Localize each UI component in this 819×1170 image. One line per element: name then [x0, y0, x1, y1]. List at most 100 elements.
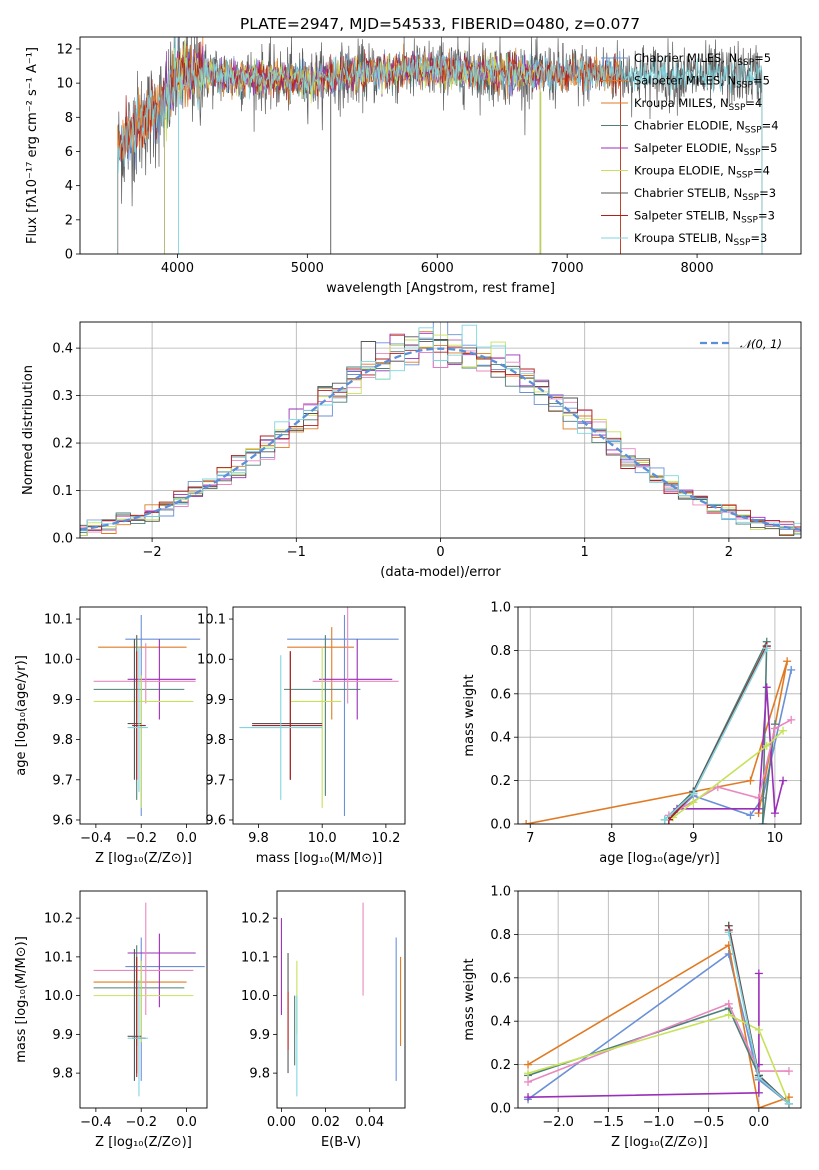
legend-label: Salpeter ELODIE, NSSP=5 [634, 141, 777, 158]
y-tick-label: 4 [65, 179, 73, 194]
chart-weight-vs-age: 7 8 9 10 0.0 0.2 0.4 0.6 0.8 1.0 age [log₁₀(age/yr… [462, 601, 802, 866]
plus-marker [689, 798, 698, 807]
y-tick-label: 9.9 [205, 693, 226, 708]
x-tick-label: 0.04 [355, 1115, 384, 1130]
y-axis-label: mass weight [462, 958, 477, 1040]
legend-subscript: SSP [734, 238, 751, 248]
histogram-series [80, 324, 801, 532]
axes-frame [79, 890, 208, 1109]
figure-title: PLATE=2947, MJD=54533, FIBERID=0480, z=0… [240, 15, 640, 33]
plus-marker [779, 726, 788, 735]
y-tick-label: 10.0 [241, 989, 270, 1004]
chart-age-vs-mass: 9.8 10.0 10.2 9.6 9.7 9.8 9.9 10.0 10.1 mass [log… [197, 606, 406, 866]
legend-subscript: SSP [737, 58, 754, 68]
legend-subscript: SSP [745, 126, 762, 136]
x-tick-label: 0.0 [749, 1115, 770, 1130]
spectrum-series-line [117, 37, 763, 254]
x-tick-label: −1 [287, 545, 306, 560]
legend-subscript: SSP [729, 103, 746, 113]
weight-series-line [527, 1002, 789, 1083]
plus-marker [784, 1067, 793, 1076]
plus-marker [754, 793, 763, 802]
x-axis-label: E(B-V) [321, 1135, 361, 1150]
y-tick-label: 6 [65, 145, 73, 160]
y-tick-label: 9.6 [52, 813, 73, 828]
x-tick-label: 6000 [421, 261, 454, 276]
y-tick-label: 8 [65, 111, 73, 126]
x-tick-label: 0 [436, 545, 444, 560]
y-tick-label: 10.2 [241, 912, 270, 927]
x-tick-label: 2 [725, 545, 733, 560]
legend-subscript: SSP [744, 148, 761, 158]
y-axis-label: Normed distribution [21, 365, 36, 495]
axes-frame [276, 890, 406, 1109]
chart-residuals: −2 −1 0 1 2 0.0 0.1 0.2 0.3 0.4 (data-model)/error… [21, 321, 802, 580]
y-tick-label: 9.8 [249, 1067, 270, 1082]
y-axis-label: mass [log₁₀(M/M⊙)] [14, 936, 29, 1063]
chart-age-vs-Z: −0.4 −0.2 0.0 9.6 9.7 9.8 9.9 10.0 10.1 Z [log₁₀(… [14, 606, 208, 866]
x-tick-label: −0.5 [693, 1115, 725, 1130]
legend: Chabrier MILES, NSSP=5 Salpeter MILES, NS… [601, 51, 779, 248]
legend-label: Kroupa ELODIE, NSSP=4 [634, 164, 770, 181]
spectrum-series-line [117, 37, 763, 254]
y-tick-label: 9.9 [52, 693, 73, 708]
x-tick-label: 4000 [161, 261, 194, 276]
y-tick-label: 9.9 [249, 1028, 270, 1043]
x-tick-label: 1 [581, 545, 589, 560]
axes-frame [517, 606, 802, 825]
plus-marker [746, 776, 755, 785]
plus-marker [689, 789, 698, 798]
legend-subscript: SSP [741, 216, 758, 226]
legend-label: Chabrier ELODIE, NSSP=4 [634, 119, 779, 136]
plot-area [80, 322, 801, 537]
legend-label: Kroupa MILES, NSSP=4 [634, 96, 762, 113]
y-tick-label: 9.9 [52, 1028, 73, 1043]
plus-marker [762, 683, 771, 692]
y-tick-label: 9.8 [52, 733, 73, 748]
legend-label: Salpeter STELIB, NSSP=3 [634, 209, 775, 226]
y-tick-label: 0.0 [490, 1102, 511, 1117]
y-tick-label: 10.0 [197, 653, 226, 668]
legend-value: =5 [753, 74, 770, 88]
x-tick-label: 9 [689, 831, 697, 846]
x-tick-label: 7 [526, 831, 534, 846]
y-tick-label: 9.7 [52, 773, 73, 788]
plus-marker [770, 724, 779, 733]
legend-value: =3 [759, 186, 776, 200]
plus-marker [758, 820, 767, 824]
plus-marker [524, 1060, 533, 1069]
x-tick-label: −1.5 [593, 1115, 625, 1130]
legend-label: Chabrier STELIB, NSSP=3 [634, 186, 776, 203]
axes-frame [232, 606, 406, 825]
plus-marker [724, 928, 733, 937]
plus-marker [724, 999, 733, 1008]
plot-area [93, 902, 205, 1097]
spectrum-series-line [117, 41, 621, 254]
plus-marker [724, 1010, 733, 1019]
x-axis-label: (data-model)/error [380, 565, 501, 580]
plus-marker [787, 665, 796, 674]
axes-frame [79, 606, 208, 825]
weight-series-line [672, 730, 784, 819]
legend-value: =3 [750, 231, 767, 245]
plus-marker [762, 741, 771, 750]
x-tick-label: 10 [767, 831, 784, 846]
y-tick-label: 9.8 [205, 733, 226, 748]
x-axis-label: wavelength [Angstrom, rest frame] [326, 281, 555, 296]
legend-value: =3 [758, 209, 775, 223]
x-tick-label: 7000 [551, 261, 584, 276]
y-tick-label: 10.1 [44, 950, 73, 965]
y-axis-label: age [log₁₀(age/yr)] [14, 655, 29, 776]
legend-value: =5 [754, 51, 771, 65]
y-tick-label: 10 [56, 77, 73, 92]
x-tick-label: 0.0 [176, 831, 197, 846]
legend-label: Salpeter MILES, NSSP=5 [634, 74, 770, 91]
x-tick-label: −2.0 [542, 1115, 574, 1130]
legend-subscript: SSP [742, 193, 759, 203]
plus-marker [754, 804, 763, 813]
x-axis-label: Z [log₁₀(Z/Z⊙)] [611, 1135, 708, 1150]
plus-marker [754, 1073, 763, 1082]
axes-frame [517, 890, 802, 1109]
chart-spectrum: 4000 5000 6000 7000 8000 0 2 4 6 8 10 12 wavelength … [25, 36, 802, 296]
gaussian-curve [80, 347, 801, 531]
